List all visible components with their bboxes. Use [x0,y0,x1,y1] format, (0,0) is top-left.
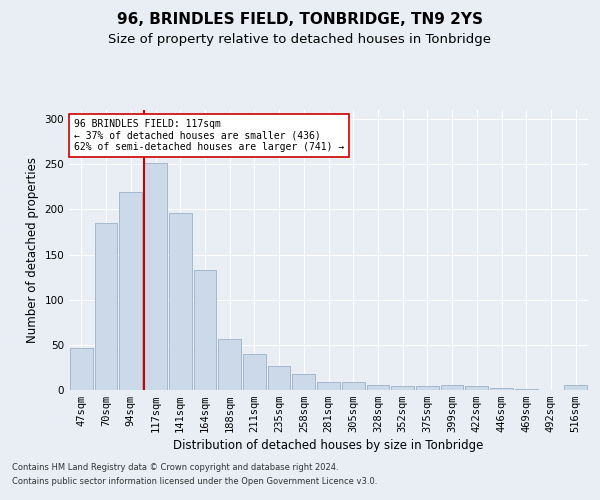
Bar [391,386,414,390]
Bar [95,223,118,390]
Bar [441,386,463,390]
Text: Contains public sector information licensed under the Open Government Licence v3: Contains public sector information licen… [12,478,377,486]
Bar [564,386,587,390]
Bar [243,354,266,390]
Bar [416,386,439,390]
Text: 96 BRINDLES FIELD: 117sqm
← 37% of detached houses are smaller (436)
62% of semi: 96 BRINDLES FIELD: 117sqm ← 37% of detac… [74,119,344,152]
Bar [466,386,488,390]
Bar [194,270,216,390]
Bar [490,388,513,390]
Text: 96, BRINDLES FIELD, TONBRIDGE, TN9 2YS: 96, BRINDLES FIELD, TONBRIDGE, TN9 2YS [117,12,483,28]
Bar [292,374,315,390]
Bar [515,389,538,390]
Bar [218,338,241,390]
Text: Contains HM Land Registry data © Crown copyright and database right 2024.: Contains HM Land Registry data © Crown c… [12,462,338,471]
Text: Size of property relative to detached houses in Tonbridge: Size of property relative to detached ho… [109,32,491,46]
Y-axis label: Number of detached properties: Number of detached properties [26,157,39,343]
Bar [70,348,93,390]
Bar [119,192,142,390]
Bar [342,382,365,390]
Bar [169,213,191,390]
Bar [367,386,389,390]
X-axis label: Distribution of detached houses by size in Tonbridge: Distribution of detached houses by size … [173,440,484,452]
Bar [268,366,290,390]
Bar [144,164,167,390]
Bar [317,382,340,390]
